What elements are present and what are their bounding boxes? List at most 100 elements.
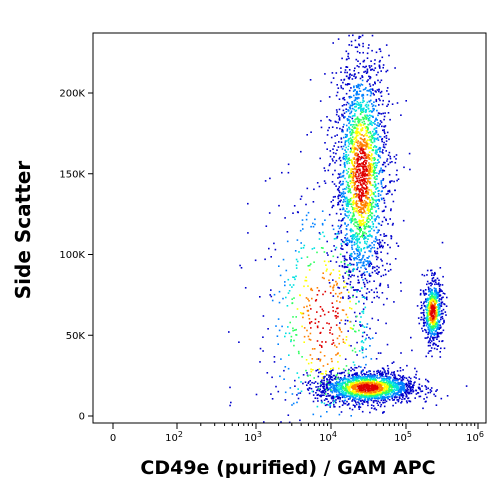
event-dot: [378, 125, 380, 127]
event-dot: [360, 325, 362, 327]
event-dot: [367, 145, 369, 148]
event-dot: [443, 321, 445, 324]
event-dot: [281, 171, 283, 174]
event-dot: [344, 200, 346, 203]
event-dot: [293, 205, 296, 207]
event-dot: [357, 248, 360, 251]
event-dot: [389, 377, 392, 379]
event-dot: [357, 140, 359, 142]
event-dot: [353, 311, 356, 314]
event-dot: [328, 279, 330, 282]
event-dot: [382, 64, 385, 66]
event-dot: [361, 127, 364, 130]
event-dot: [387, 367, 390, 370]
event-dot: [359, 190, 362, 192]
event-dot: [347, 199, 349, 201]
event-dot: [374, 158, 376, 160]
event-dot: [383, 131, 386, 133]
event-dot: [339, 392, 341, 395]
event-dot: [352, 230, 354, 232]
event-dot: [371, 170, 373, 172]
event-dot: [368, 119, 371, 122]
event-dot: [356, 315, 358, 318]
event-dot: [345, 266, 348, 268]
event-dot: [374, 206, 376, 208]
event-dot: [350, 395, 352, 398]
event-dot: [342, 155, 345, 158]
event-dot: [354, 172, 357, 174]
event-dot: [350, 104, 352, 107]
event-dot: [410, 387, 412, 389]
event-dot: [388, 389, 390, 392]
event-dot: [265, 225, 268, 227]
event-dot: [306, 305, 308, 308]
event-dot: [357, 145, 360, 148]
event-dot: [351, 185, 354, 187]
event-dot: [340, 393, 343, 395]
event-dot: [358, 147, 361, 149]
event-dot: [368, 168, 370, 170]
event-dot: [361, 296, 364, 298]
event-dot: [335, 72, 338, 74]
event-dot: [340, 224, 343, 226]
event-dot: [373, 137, 376, 140]
event-dot: [370, 99, 372, 102]
event-dot: [354, 77, 357, 79]
event-dot: [300, 195, 303, 198]
event-dot: [328, 126, 330, 129]
event-dot: [351, 218, 353, 221]
event-dot: [350, 169, 352, 171]
event-dot: [322, 247, 324, 249]
event-dot: [334, 378, 337, 380]
event-dot: [343, 255, 346, 257]
event-dot: [393, 399, 395, 401]
event-dot: [330, 383, 333, 386]
event-dot: [347, 398, 350, 400]
event-dot: [343, 396, 345, 398]
event-dot: [362, 264, 365, 267]
event-dot: [379, 81, 381, 84]
event-dot: [348, 74, 351, 76]
event-dot: [358, 256, 360, 259]
event-dot: [366, 334, 368, 336]
event-dot: [319, 344, 321, 346]
event-dot: [357, 393, 359, 395]
event-dot: [441, 301, 444, 303]
event-dot: [326, 380, 329, 383]
event-dot: [331, 376, 333, 379]
event-dot: [376, 375, 378, 377]
event-dot: [370, 390, 373, 392]
event-dot: [365, 385, 368, 387]
event-dot: [338, 413, 341, 416]
event-dot: [323, 180, 326, 182]
event-dot: [432, 277, 435, 279]
event-dot: [429, 298, 432, 301]
event-dot: [355, 390, 358, 393]
event-dot: [363, 238, 365, 240]
event-dot: [361, 335, 364, 338]
event-dot: [351, 179, 353, 181]
event-dot: [389, 268, 392, 271]
event-dot: [414, 397, 416, 399]
event-dot: [345, 392, 348, 394]
event-dot: [374, 67, 377, 69]
event-dot: [428, 350, 431, 352]
event-dot: [343, 157, 346, 160]
event-dot: [434, 316, 437, 318]
event-dot: [354, 234, 356, 236]
event-dot: [427, 344, 430, 347]
event-dot: [343, 161, 346, 164]
event-dot: [383, 146, 386, 149]
event-dot: [370, 174, 373, 177]
event-dot: [350, 380, 353, 382]
event-dot: [299, 392, 302, 394]
event-dot: [376, 386, 378, 388]
event-dot: [334, 310, 337, 313]
event-dot: [426, 337, 428, 339]
event-dot: [337, 390, 339, 392]
event-dot: [346, 135, 348, 138]
event-dot: [360, 259, 362, 261]
event-dot: [341, 57, 343, 60]
event-dot: [344, 196, 346, 199]
event-dot: [356, 202, 359, 205]
